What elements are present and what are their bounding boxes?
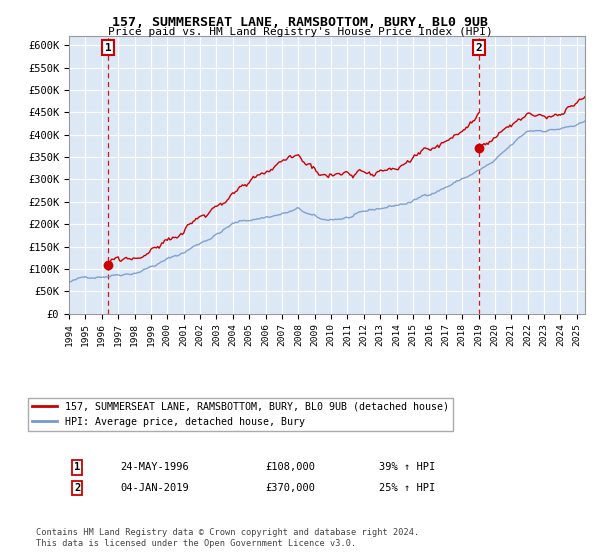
Text: 2: 2 [74,483,80,493]
Text: 1: 1 [74,463,80,473]
Text: 2: 2 [475,43,482,53]
Text: £370,000: £370,000 [265,483,315,493]
Text: 39% ↑ HPI: 39% ↑ HPI [379,463,435,473]
Text: 25% ↑ HPI: 25% ↑ HPI [379,483,435,493]
Legend: 157, SUMMERSEAT LANE, RAMSBOTTOM, BURY, BL0 9UB (detached house), HPI: Average p: 157, SUMMERSEAT LANE, RAMSBOTTOM, BURY, … [28,398,452,431]
Text: Price paid vs. HM Land Registry's House Price Index (HPI): Price paid vs. HM Land Registry's House … [107,27,493,37]
Text: 04-JAN-2019: 04-JAN-2019 [121,483,190,493]
Text: £108,000: £108,000 [265,463,315,473]
Text: 24-MAY-1996: 24-MAY-1996 [121,463,190,473]
Text: 1: 1 [105,43,112,53]
Text: Contains HM Land Registry data © Crown copyright and database right 2024.
This d: Contains HM Land Registry data © Crown c… [36,528,419,548]
Text: 157, SUMMERSEAT LANE, RAMSBOTTOM, BURY, BL0 9UB: 157, SUMMERSEAT LANE, RAMSBOTTOM, BURY, … [112,16,488,29]
